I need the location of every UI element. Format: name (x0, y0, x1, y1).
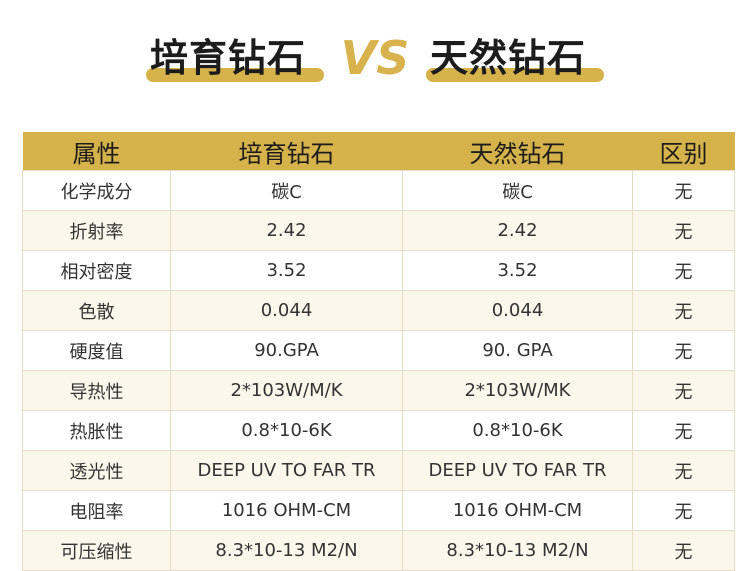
title-lab-grown: 培育钻石 (146, 28, 324, 88)
property-cell: 相对密度 (22, 250, 171, 291)
table-row: 电阻率 1016 OHM-CM 1016 OHM-CM 无 (22, 490, 735, 531)
property-cell: 色散 (22, 290, 171, 331)
natural-cell: 碳C (402, 170, 633, 211)
table-row: 热胀性 0.8*10-6K 0.8*10-6K 无 (22, 410, 735, 451)
title-vs: VS (340, 31, 410, 85)
table-row: 导热性 2*103W/M/K 2*103W/MK 无 (22, 370, 735, 411)
table-row: 色散 0.044 0.044 无 (22, 290, 735, 331)
difference-cell: 无 (632, 450, 735, 491)
table-body: 化学成分 碳C 碳C 无折射率 2.42 2.42 无相对密度 3.52 3.52 无色散 0.04… (22, 170, 735, 571)
difference-cell: 无 (632, 330, 735, 371)
property-cell: 硬度值 (22, 330, 171, 371)
title-highlight-bar (426, 68, 604, 82)
natural-cell: 0.044 (402, 290, 633, 331)
property-cell: 可压缩性 (22, 530, 171, 571)
comparison-table: 属性 培育钻石 天然钻石 区别 化学成分 碳C 碳C 无折射率 2.42 2.42 无相对密… (22, 132, 735, 571)
natural-cell: 2*103W/MK (402, 370, 633, 411)
lab-grown-cell: 8.3*10-13 M2/N (170, 530, 403, 571)
difference-cell: 无 (632, 490, 735, 531)
lab-grown-cell: 0.8*10-6K (170, 410, 403, 451)
property-cell: 导热性 (22, 370, 171, 411)
natural-cell: 0.8*10-6K (402, 410, 633, 451)
table-row: 透光性 DEEP UV TO FAR TR DEEP UV TO FAR TR 无 (22, 450, 735, 491)
lab-grown-cell: 3.52 (170, 250, 403, 291)
difference-cell: 无 (632, 410, 735, 451)
lab-grown-cell: 90.GPA (170, 330, 403, 371)
natural-cell: 3.52 (402, 250, 633, 291)
difference-cell: 无 (632, 370, 735, 411)
property-cell: 热胀性 (22, 410, 171, 451)
property-cell: 化学成分 (22, 170, 171, 211)
header-lab-grown: 培育钻石 (170, 132, 403, 171)
table-row: 相对密度 3.52 3.52 无 (22, 250, 735, 291)
lab-grown-cell: 2.42 (170, 210, 403, 251)
table-row: 化学成分 碳C 碳C 无 (22, 170, 735, 211)
table-row: 硬度值 90.GPA 90. GPA 无 (22, 330, 735, 371)
natural-cell: 1016 OHM-CM (402, 490, 633, 531)
table-row: 可压缩性 8.3*10-13 M2/N 8.3*10-13 M2/N 无 (22, 530, 735, 571)
natural-cell: 8.3*10-13 M2/N (402, 530, 633, 571)
table-header-row: 属性 培育钻石 天然钻石 区别 (22, 132, 735, 171)
natural-cell: 90. GPA (402, 330, 633, 371)
title-lab-grown-text: 培育钻石 (150, 36, 307, 80)
lab-grown-cell: DEEP UV TO FAR TR (170, 450, 403, 491)
natural-cell: DEEP UV TO FAR TR (402, 450, 633, 491)
lab-grown-cell: 2*103W/M/K (170, 370, 403, 411)
comparison-title: 培育钻石 VS 天然钻石 (0, 28, 750, 88)
header-natural: 天然钻石 (402, 132, 633, 171)
lab-grown-cell: 碳C (170, 170, 403, 211)
property-cell: 电阻率 (22, 490, 171, 531)
difference-cell: 无 (632, 530, 735, 571)
natural-cell: 2.42 (402, 210, 633, 251)
table-row: 折射率 2.42 2.42 无 (22, 210, 735, 251)
title-natural-text: 天然钻石 (430, 36, 587, 80)
difference-cell: 无 (632, 210, 735, 251)
header-difference: 区别 (632, 132, 735, 171)
lab-grown-cell: 0.044 (170, 290, 403, 331)
title-highlight-bar (146, 68, 324, 82)
property-cell: 折射率 (22, 210, 171, 251)
difference-cell: 无 (632, 250, 735, 291)
title-natural: 天然钻石 (426, 28, 604, 88)
lab-grown-cell: 1016 OHM-CM (170, 490, 403, 531)
difference-cell: 无 (632, 290, 735, 331)
difference-cell: 无 (632, 170, 735, 211)
header-property: 属性 (22, 132, 171, 171)
property-cell: 透光性 (22, 450, 171, 491)
